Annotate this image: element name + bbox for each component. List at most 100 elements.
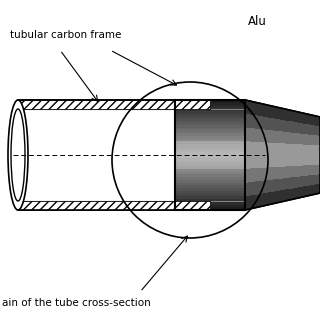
Polygon shape [273, 180, 275, 192]
Polygon shape [270, 180, 273, 192]
Polygon shape [300, 166, 302, 176]
Polygon shape [250, 196, 252, 209]
Polygon shape [255, 129, 258, 142]
Polygon shape [250, 182, 252, 196]
Polygon shape [260, 168, 262, 181]
Polygon shape [292, 144, 295, 155]
Polygon shape [315, 135, 317, 145]
Polygon shape [310, 135, 313, 145]
Polygon shape [305, 165, 308, 176]
Polygon shape [260, 155, 262, 168]
Polygon shape [247, 128, 250, 141]
Polygon shape [250, 141, 252, 155]
Polygon shape [247, 182, 250, 196]
Polygon shape [273, 155, 275, 167]
Bar [175, 133, 245, 136]
Bar [175, 177, 245, 180]
Polygon shape [275, 131, 277, 143]
Polygon shape [265, 142, 268, 155]
Polygon shape [273, 118, 275, 131]
Polygon shape [310, 145, 313, 155]
Polygon shape [280, 167, 283, 179]
Polygon shape [290, 166, 292, 177]
Polygon shape [308, 186, 310, 196]
Bar [175, 163, 245, 166]
Polygon shape [315, 165, 317, 175]
Polygon shape [252, 102, 255, 115]
Ellipse shape [8, 100, 28, 210]
Polygon shape [310, 155, 313, 165]
Bar [175, 185, 245, 188]
Polygon shape [317, 165, 320, 174]
Polygon shape [273, 192, 275, 204]
Polygon shape [317, 145, 320, 155]
Polygon shape [275, 155, 277, 167]
Polygon shape [273, 131, 275, 143]
Polygon shape [292, 188, 295, 199]
Polygon shape [285, 132, 287, 143]
Polygon shape [310, 115, 313, 125]
Polygon shape [255, 181, 258, 195]
Bar [175, 199, 245, 202]
Polygon shape [262, 104, 265, 117]
Bar [175, 155, 245, 158]
Polygon shape [265, 168, 268, 180]
Polygon shape [315, 155, 317, 165]
Bar [175, 158, 245, 161]
Polygon shape [245, 100, 320, 210]
Polygon shape [302, 155, 305, 165]
Polygon shape [292, 133, 295, 144]
Polygon shape [308, 175, 310, 186]
Polygon shape [290, 177, 292, 188]
Polygon shape [315, 126, 317, 135]
Polygon shape [268, 130, 270, 142]
Polygon shape [255, 116, 258, 129]
Polygon shape [302, 134, 305, 145]
Bar [175, 114, 245, 116]
Polygon shape [277, 108, 280, 119]
Polygon shape [295, 155, 298, 166]
Bar [175, 152, 245, 155]
Bar [175, 100, 245, 103]
Polygon shape [313, 135, 315, 145]
Polygon shape [245, 100, 247, 114]
Polygon shape [265, 193, 268, 205]
Polygon shape [315, 184, 317, 194]
Polygon shape [273, 167, 275, 180]
Text: Alu: Alu [248, 15, 267, 28]
Polygon shape [252, 128, 255, 142]
Polygon shape [268, 105, 270, 117]
Polygon shape [290, 188, 292, 200]
Polygon shape [285, 109, 287, 121]
Polygon shape [275, 167, 277, 179]
Polygon shape [283, 190, 285, 202]
Polygon shape [310, 165, 313, 175]
Polygon shape [305, 124, 308, 134]
Polygon shape [313, 145, 315, 155]
Polygon shape [275, 191, 277, 203]
Polygon shape [277, 131, 280, 143]
Polygon shape [290, 110, 292, 121]
Polygon shape [285, 178, 287, 189]
Polygon shape [245, 114, 247, 127]
Polygon shape [265, 130, 268, 142]
Polygon shape [285, 155, 287, 166]
Polygon shape [250, 168, 252, 182]
Polygon shape [270, 130, 273, 143]
Polygon shape [295, 177, 298, 188]
Polygon shape [315, 145, 317, 155]
Polygon shape [298, 155, 300, 166]
Polygon shape [262, 168, 265, 180]
Polygon shape [290, 155, 292, 166]
Polygon shape [280, 120, 283, 132]
Bar [175, 106, 245, 108]
Bar [175, 130, 245, 133]
Polygon shape [305, 186, 308, 196]
Bar [175, 139, 245, 141]
Polygon shape [245, 155, 247, 169]
Polygon shape [247, 169, 250, 182]
Polygon shape [305, 114, 308, 124]
Ellipse shape [11, 109, 25, 201]
Polygon shape [295, 111, 298, 122]
Polygon shape [262, 193, 265, 206]
